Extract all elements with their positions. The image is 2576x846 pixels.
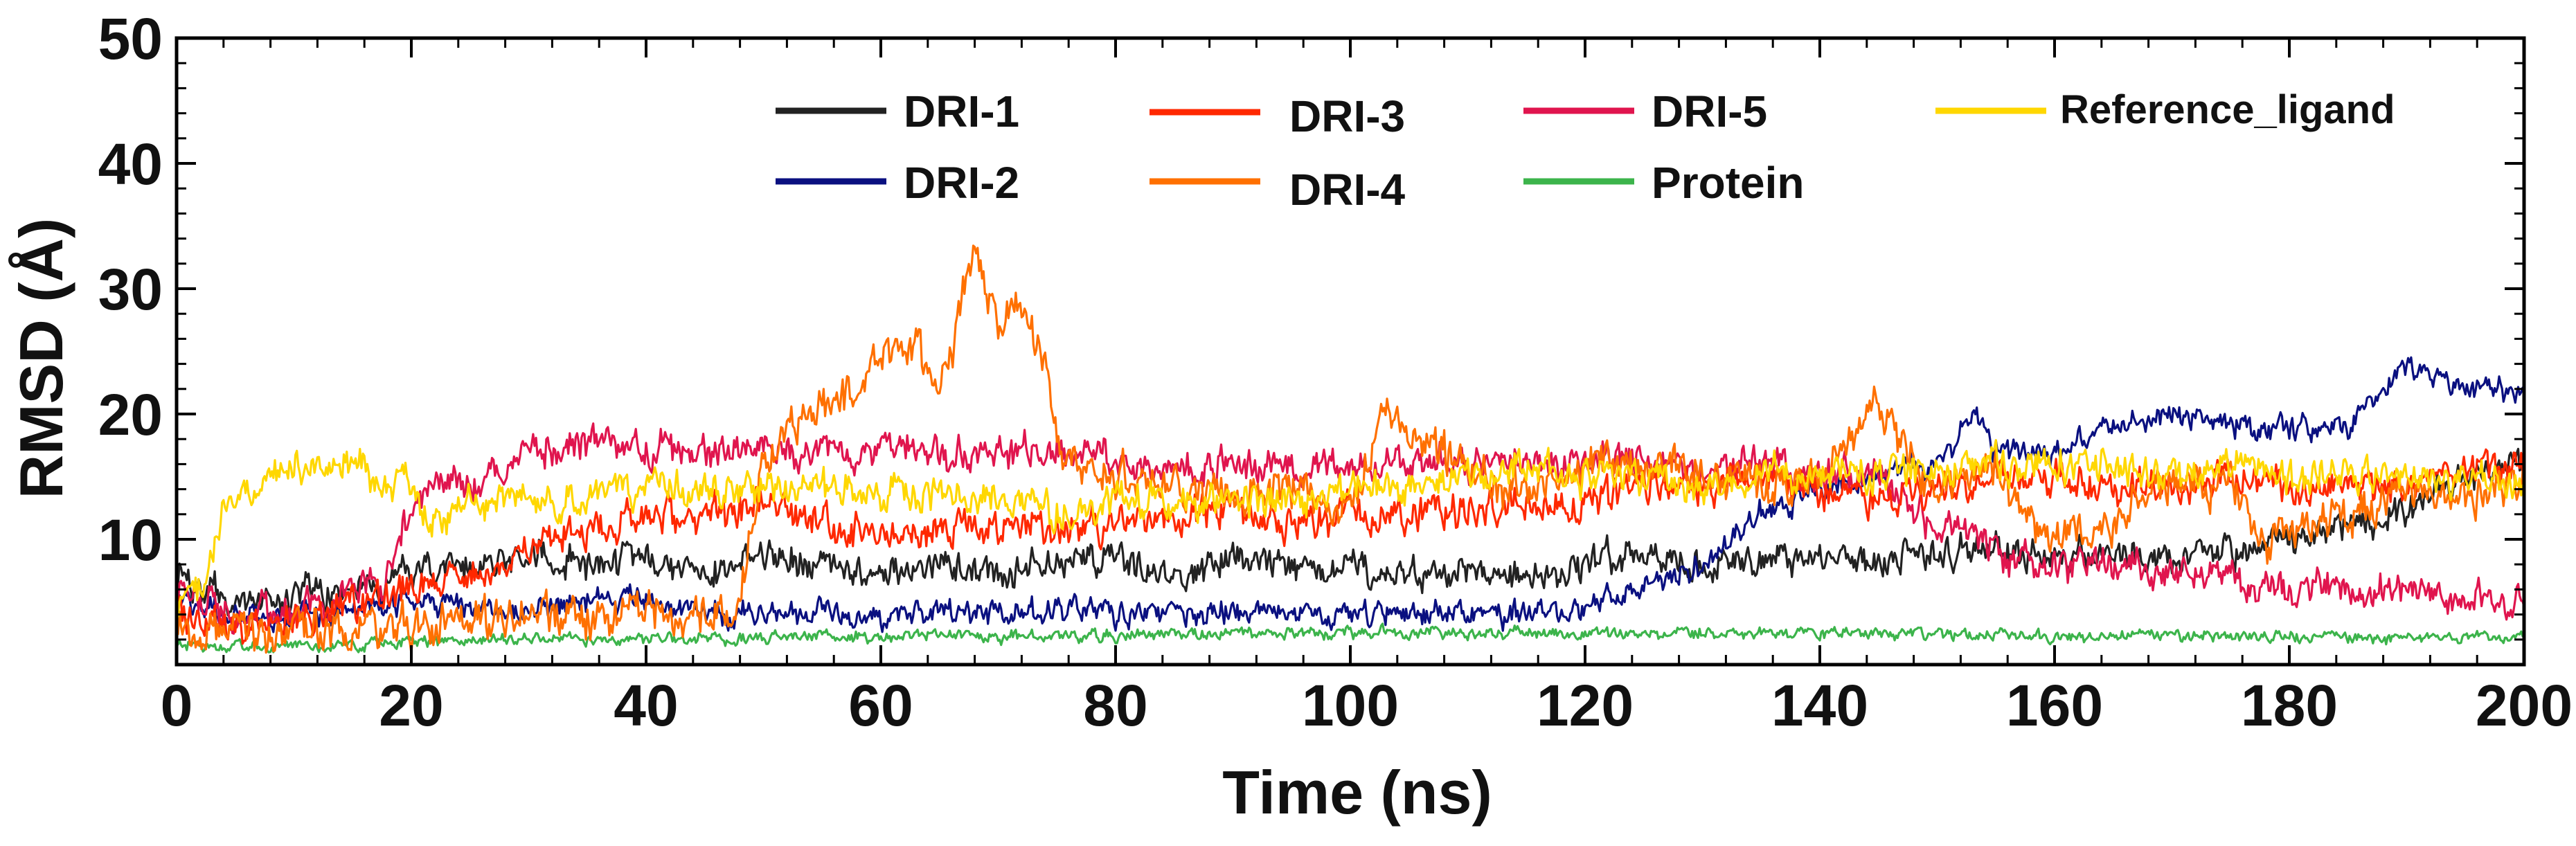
x-tick-label-160: 160 xyxy=(2006,673,2103,738)
x-axis-title: Time (ns) xyxy=(1222,758,1492,827)
x-tick-label-40: 40 xyxy=(614,673,678,738)
y-tick-label-30: 30 xyxy=(98,257,163,322)
legend-label-dri-4: DRI-4 xyxy=(1289,165,1406,215)
y-tick-label-50: 50 xyxy=(98,6,163,71)
legend-entry-dri-4: DRI-4 xyxy=(1150,165,1406,215)
series-reference-ligand-line xyxy=(176,439,2525,618)
series-protein-line xyxy=(176,622,2525,654)
x-tick-label-180: 180 xyxy=(2241,673,2338,738)
x-tick-label-140: 140 xyxy=(1771,673,1868,738)
x-tick-label-100: 100 xyxy=(1302,673,1399,738)
x-tick-label-20: 20 xyxy=(379,673,443,738)
x-tick-label-60: 60 xyxy=(848,673,913,738)
x-tick-labels: 0 20 40 60 80 100 120 140 160 180 200 xyxy=(161,673,2573,738)
legend-entry-reference-ligand: Reference_ligand xyxy=(1935,87,2395,132)
legend-label-dri-2: DRI-2 xyxy=(904,158,1019,208)
x-tick-label-120: 120 xyxy=(1537,673,1634,738)
x-tick-label-80: 80 xyxy=(1083,673,1147,738)
legend-entry-protein: Protein xyxy=(1523,158,1804,208)
y-tick-label-20: 20 xyxy=(98,382,163,447)
legend: DRI-1 DRI-2 DRI-3 DRI-4 DRI-5 Protein Re… xyxy=(776,87,2395,215)
legend-label-dri-1: DRI-1 xyxy=(904,87,1019,136)
legend-label-protein: Protein xyxy=(1652,158,1804,208)
series-dri-1-line xyxy=(176,447,2525,617)
x-tick-label-200: 200 xyxy=(2476,673,2573,738)
y-axis-title: RMSD (Å) xyxy=(7,218,75,499)
legend-entry-dri-5: DRI-5 xyxy=(1523,87,1767,136)
legend-entry-dri-2: DRI-2 xyxy=(776,158,1019,208)
x-tick-label-0: 0 xyxy=(161,673,193,738)
series-layer xyxy=(175,244,2525,654)
legend-label-reference-ligand: Reference_ligand xyxy=(2060,87,2395,132)
series-dri-5-line xyxy=(175,422,2525,635)
series-dri-4-line xyxy=(176,244,2525,654)
y-tick-labels: 10 20 30 40 50 xyxy=(98,6,163,573)
legend-entry-dri-1: DRI-1 xyxy=(776,87,1019,136)
plot-frame xyxy=(175,36,2526,667)
legend-entry-dri-3: DRI-3 xyxy=(1150,91,1405,141)
legend-label-dri-5: DRI-5 xyxy=(1652,87,1767,136)
legend-label-dri-3: DRI-3 xyxy=(1289,91,1405,141)
y-tick-label-40: 40 xyxy=(98,132,163,197)
y-tick-label-10: 10 xyxy=(98,507,163,573)
